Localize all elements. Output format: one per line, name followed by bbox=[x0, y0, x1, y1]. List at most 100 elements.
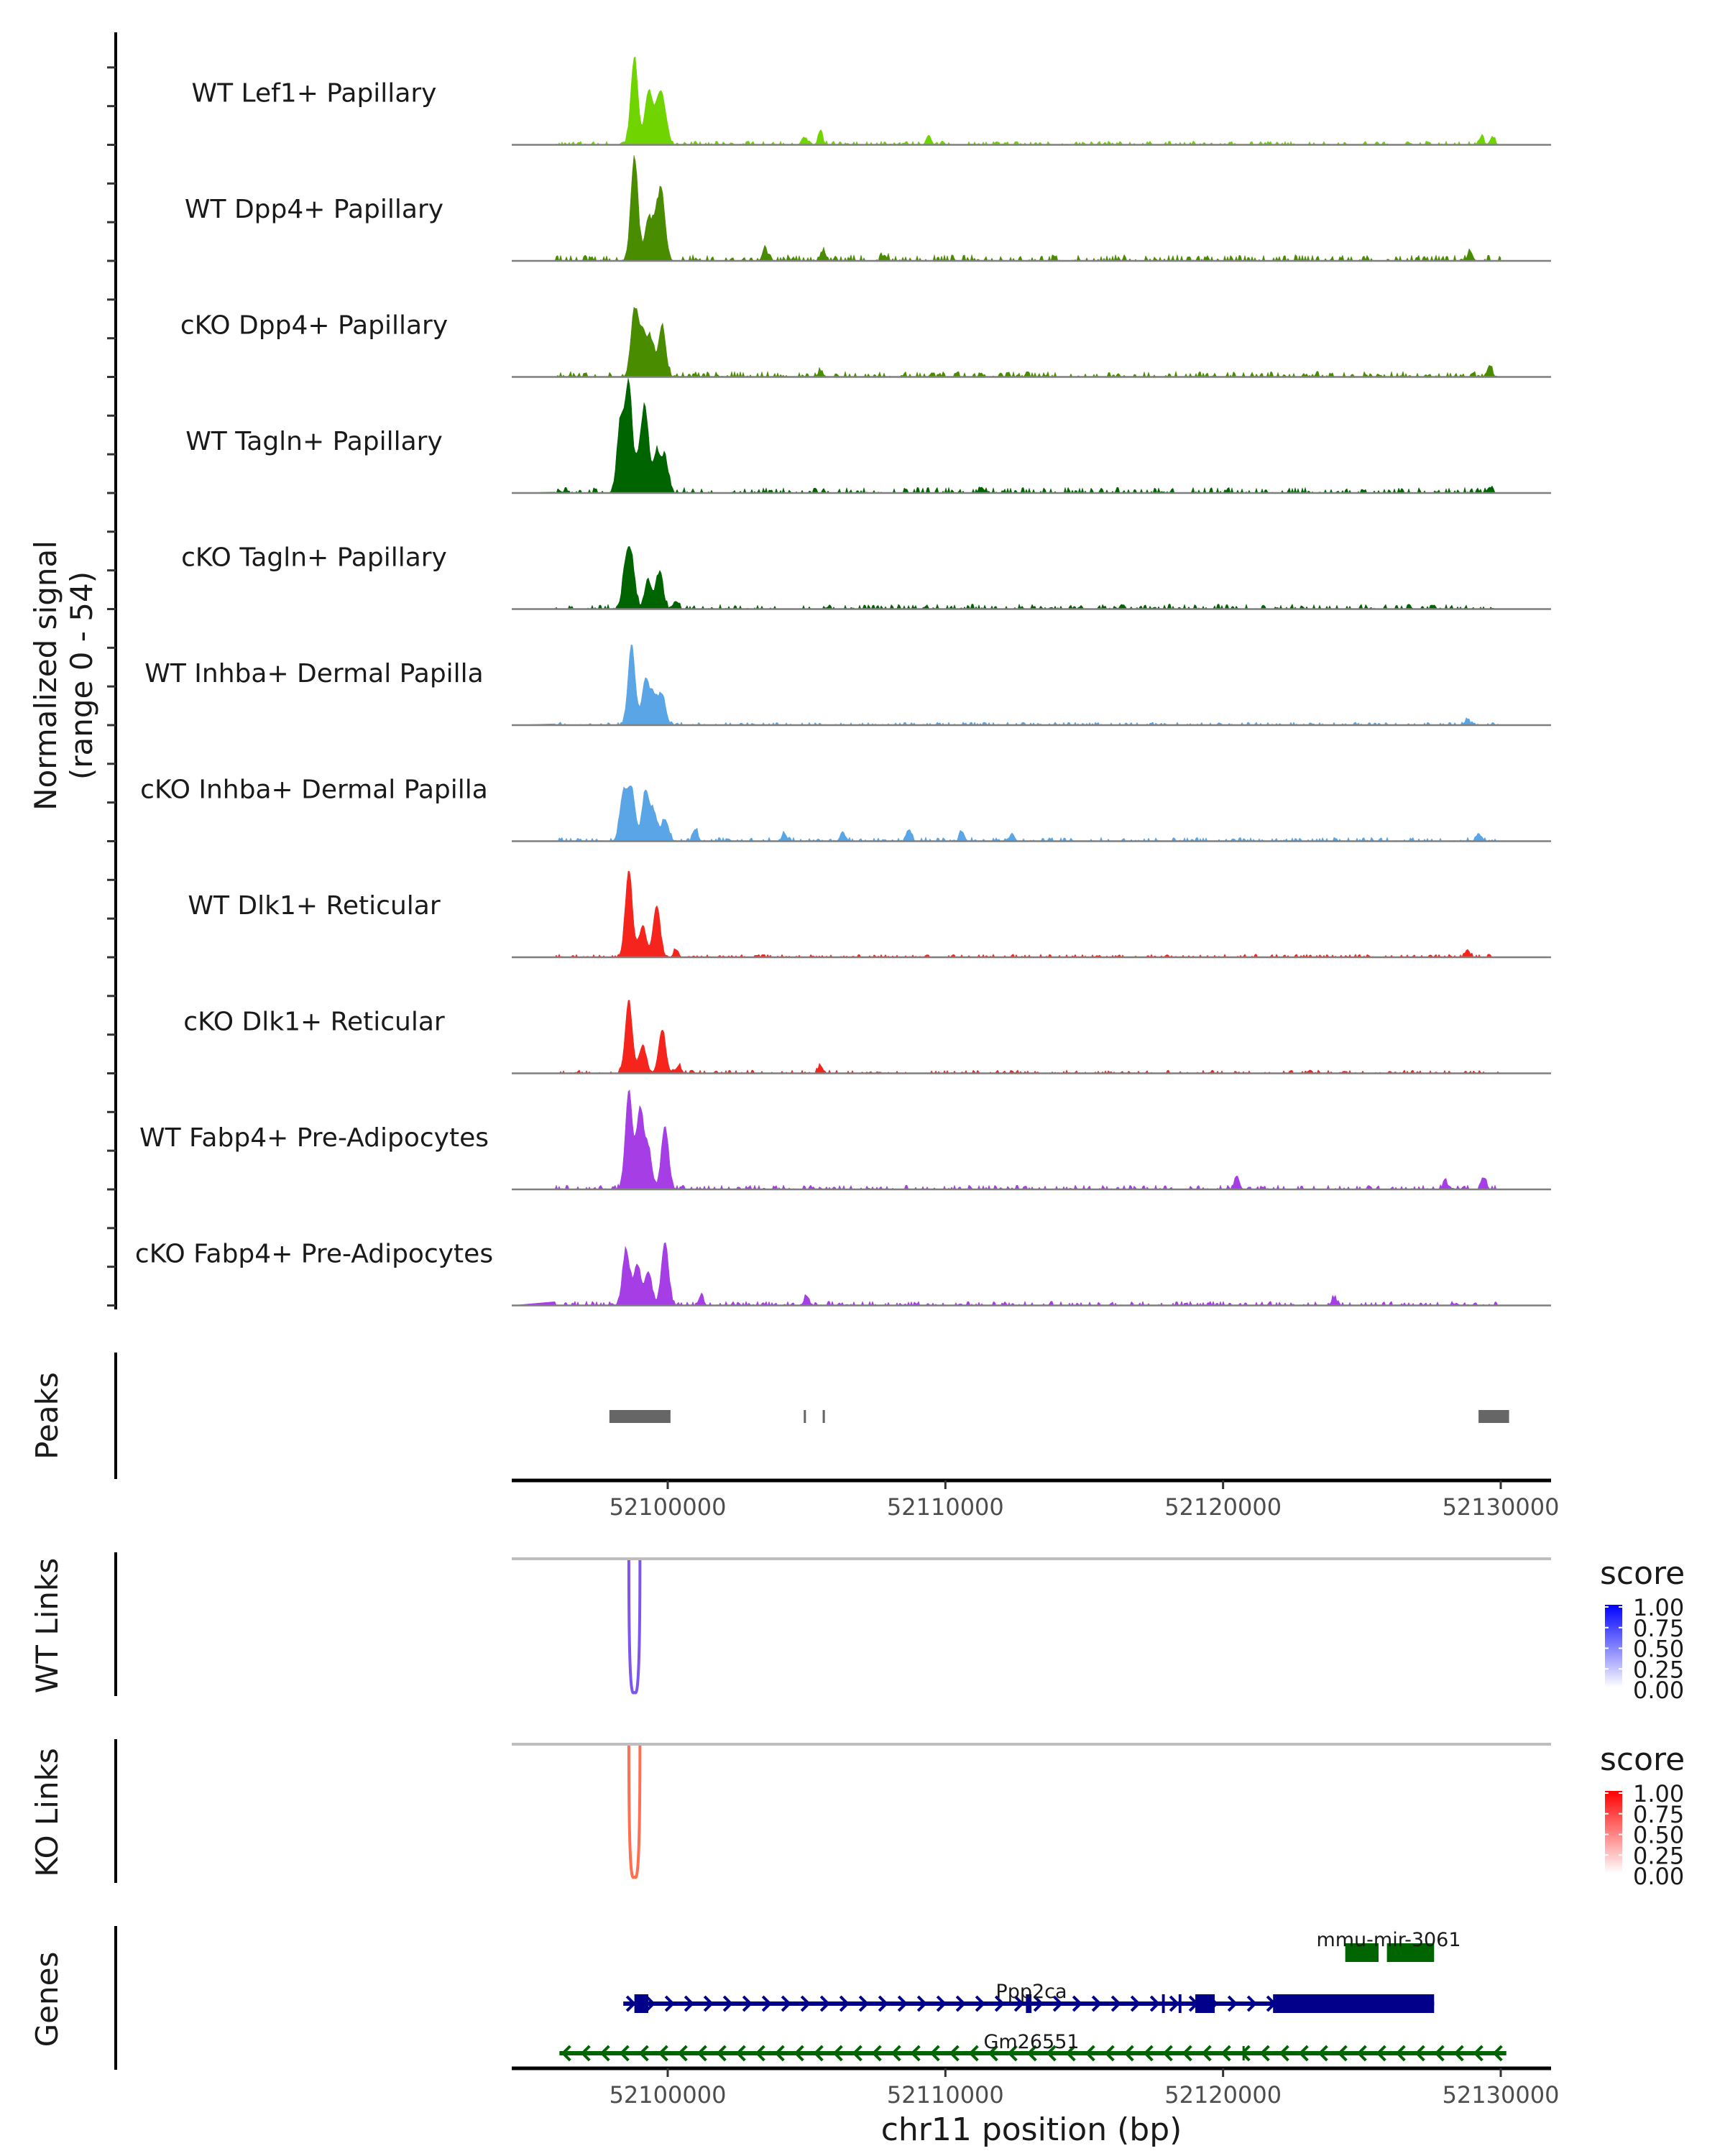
strand-chevron bbox=[1240, 2045, 1251, 2062]
strand-chevron bbox=[1279, 2045, 1289, 2062]
coverage-area bbox=[512, 1000, 1501, 1074]
x-axis-title: chr11 position (bp) bbox=[881, 2111, 1182, 2148]
strand-chevron bbox=[580, 2045, 591, 2062]
strand-chevron bbox=[800, 1995, 811, 2012]
strand-chevron bbox=[1026, 2045, 1037, 2062]
ko-links-label: KO Links bbox=[29, 1748, 65, 1877]
strand-chevron bbox=[1013, 1995, 1025, 2012]
peak-interval bbox=[822, 1410, 825, 1423]
strand-chevron bbox=[1046, 2045, 1057, 2062]
strand-chevron bbox=[1085, 2045, 1095, 2062]
coverage-track: cKO Inhba+ Dermal Papilla bbox=[140, 775, 1551, 842]
track-label: WT Dlk1+ Reticular bbox=[188, 891, 440, 921]
strand-chevron bbox=[1356, 2045, 1367, 2062]
coverage-track: WT Inhba+ Dermal Papilla bbox=[144, 644, 1551, 727]
ko-legend-colorbar bbox=[1605, 1791, 1622, 1874]
track-label: WT Tagln+ Papillary bbox=[185, 427, 443, 456]
peaks-panel: Peaks 52100000 52110000 52120000 52130000 bbox=[29, 1353, 1559, 1521]
strand-chevron bbox=[1473, 2045, 1484, 2062]
gene-name-label: mmu-mir-3061 bbox=[1316, 1929, 1460, 1951]
strand-chevron bbox=[1182, 2045, 1192, 2062]
ko-score-legend: score 1.000.750.500.250.00 bbox=[1600, 1741, 1685, 1890]
strand-chevron bbox=[1130, 1995, 1141, 2012]
peak-intervals bbox=[609, 1410, 1509, 1423]
gene-exon bbox=[1026, 1994, 1032, 2013]
strand-chevron bbox=[1169, 1995, 1180, 2012]
strand-chevron bbox=[968, 2045, 979, 2062]
coverage-track: cKO Fabp4+ Pre-Adipocytes bbox=[135, 1240, 1551, 1307]
strand-chevron bbox=[852, 2045, 862, 2062]
strand-chevron bbox=[677, 2045, 688, 2062]
gene-model: mmu-mir-3061 bbox=[1316, 1929, 1461, 1962]
x-tick-label: 52120000 bbox=[1164, 1493, 1282, 1521]
strand-chevron bbox=[1162, 2045, 1173, 2062]
coverage-area bbox=[512, 306, 1501, 378]
strand-chevron bbox=[1259, 2045, 1270, 2062]
track-label: cKO Inhba+ Dermal Papilla bbox=[140, 775, 488, 805]
gene-exon bbox=[1162, 1994, 1165, 2013]
legend-tick-label: 0.00 bbox=[1633, 1677, 1684, 1704]
track-label: WT Lef1+ Papillary bbox=[192, 79, 437, 109]
strand-chevron bbox=[929, 2045, 940, 2062]
legend-tick-label: 0.25 bbox=[1633, 1656, 1684, 1683]
gene-models: mmu-mir-3061 Ppp2ca Gm26551 bbox=[559, 1929, 1506, 2062]
coverage-track: cKO Dlk1+ Reticular bbox=[183, 1000, 1551, 1074]
strand-chevron bbox=[839, 1995, 850, 2012]
track-label: cKO Tagln+ Papillary bbox=[181, 543, 447, 573]
coverage-ylabel-line1: Normalized signal bbox=[28, 540, 63, 811]
strand-chevron bbox=[975, 1995, 986, 2012]
strand-chevron bbox=[832, 2045, 843, 2062]
gene-exon bbox=[1195, 1994, 1215, 2013]
legend-tick-label: 0.50 bbox=[1633, 1636, 1684, 1663]
strand-chevron bbox=[891, 2045, 901, 2062]
strand-chevron bbox=[897, 1995, 908, 2012]
strand-chevron bbox=[619, 2045, 630, 2062]
gene-exon bbox=[1242, 2046, 1245, 2060]
genes-panel: Genes mmu-mir-3061 Ppp2ca Gm26551 52100000… bbox=[29, 1926, 1559, 2148]
strand-chevron bbox=[1110, 1995, 1122, 2012]
x-tick-label: 52120000 bbox=[1164, 2081, 1282, 2109]
gene-exon bbox=[1273, 1994, 1435, 2013]
strand-chevron bbox=[774, 2045, 785, 2062]
strand-chevron bbox=[1220, 2045, 1231, 2062]
strand-chevron bbox=[858, 1995, 870, 2012]
track-label: WT Dpp4+ Papillary bbox=[185, 195, 443, 224]
strand-chevron bbox=[696, 2045, 707, 2062]
legend-tick-label: 0.25 bbox=[1633, 1842, 1684, 1869]
coverage-area bbox=[512, 545, 1501, 610]
coverage-area bbox=[511, 1242, 1501, 1307]
strand-chevron bbox=[1227, 1995, 1238, 2012]
legend-tick-label: 0.75 bbox=[1633, 1615, 1684, 1642]
gene-exon bbox=[634, 1994, 648, 2013]
strand-chevron bbox=[819, 1995, 831, 2012]
strand-chevron bbox=[955, 1995, 967, 2012]
ko-legend-ticks: 1.000.750.500.250.00 bbox=[1605, 1780, 1684, 1890]
coverage-y-axis: Normalized signal (range 0 - 54) bbox=[28, 32, 117, 1309]
gene-exon bbox=[1178, 1994, 1182, 2013]
coverage-area bbox=[512, 785, 1501, 842]
strand-chevron bbox=[1072, 1995, 1083, 2012]
strand-chevron bbox=[1298, 2045, 1309, 2062]
x-tick-label: 52100000 bbox=[610, 1493, 727, 1521]
coverage-track: WT Dpp4+ Papillary bbox=[185, 155, 1551, 262]
x-tick-label: 52130000 bbox=[1443, 1493, 1560, 1521]
strand-chevron bbox=[561, 2045, 571, 2062]
strand-chevron bbox=[742, 1995, 753, 2012]
x-tick-label: 52110000 bbox=[887, 1493, 1004, 1521]
strand-chevron bbox=[684, 1995, 695, 2012]
x-tick-label: 52100000 bbox=[610, 2081, 727, 2109]
coverage-area bbox=[511, 378, 1501, 494]
coverage-track: WT Fabp4+ Pre-Adipocytes bbox=[139, 1089, 1551, 1191]
gene-exon bbox=[1345, 1943, 1379, 1962]
strand-chevron bbox=[871, 2045, 882, 2062]
strand-chevron bbox=[878, 1995, 889, 2012]
strand-chevron bbox=[638, 2045, 649, 2062]
strand-chevron bbox=[916, 1995, 928, 2012]
strand-chevron bbox=[794, 2045, 804, 2062]
wt-legend-title: score bbox=[1600, 1555, 1685, 1592]
track-label: cKO Fabp4+ Pre-Adipocytes bbox=[135, 1240, 493, 1269]
strand-chevron bbox=[988, 2045, 998, 2062]
wt-legend-colorbar bbox=[1605, 1605, 1622, 1687]
strand-chevron bbox=[1104, 2045, 1115, 2062]
coverage-area bbox=[511, 644, 1501, 726]
